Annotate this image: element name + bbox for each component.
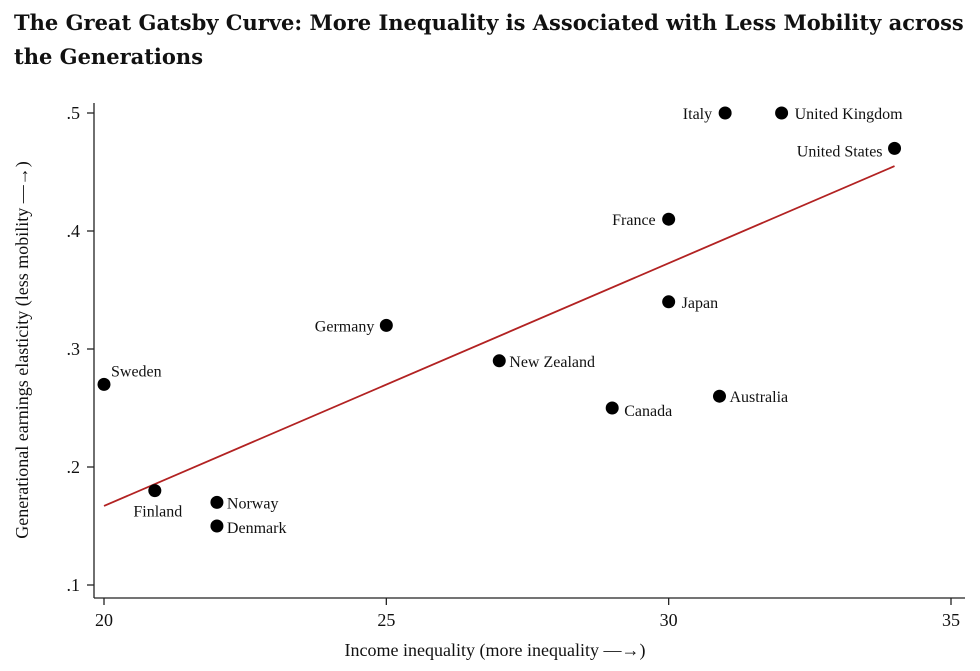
point-label-new-zealand: New Zealand: [509, 354, 595, 371]
point-japan: [662, 295, 676, 309]
x-tick-label: 20: [95, 610, 113, 630]
y-tick-label: .1: [67, 575, 81, 595]
point-finland: [148, 484, 162, 498]
point-label-united-states: United States: [797, 143, 883, 160]
data-points: Italy United Kingdom United States France Ja…: [97, 106, 904, 537]
point-france: [662, 212, 676, 226]
point-germany: [379, 318, 393, 332]
axes: .1 .2 .3 .4 .5 20 25 30 35: [67, 103, 965, 630]
point-italy: [718, 106, 732, 120]
point-label-sweden: Sweden: [111, 363, 162, 380]
point-canada: [605, 401, 619, 415]
trend-line-group: [103, 165, 895, 507]
point-label-australia: Australia: [729, 389, 788, 406]
point-label-denmark: Denmark: [227, 520, 287, 537]
point-denmark: [210, 519, 224, 533]
y-tick-label: .4: [67, 221, 81, 241]
point-label-japan: Japan: [682, 295, 718, 312]
point-united-states: [888, 141, 902, 155]
point-label-norway: Norway: [227, 495, 279, 512]
x-tick-label: 30: [660, 610, 678, 630]
point-united-kingdom: [775, 106, 789, 120]
point-australia: [712, 389, 726, 403]
point-new-zealand: [492, 354, 506, 368]
chart-title: The Great Gatsby Curve: More Inequality …: [14, 10, 964, 69]
point-label-germany: Germany: [315, 318, 375, 335]
y-axis-label: Generational earnings elasticity (less m…: [12, 161, 33, 538]
point-label-italy: Italy: [683, 106, 712, 123]
x-axis-label: Income inequality (more inequality —→): [345, 640, 646, 661]
y-tick-label: .3: [67, 339, 81, 359]
point-label-canada: Canada: [624, 403, 672, 420]
point-norway: [210, 495, 224, 509]
point-label-united-kingdom: United Kingdom: [795, 106, 904, 123]
trend-line: [103, 165, 895, 507]
point-label-finland: Finland: [133, 504, 182, 521]
y-tick-label: .2: [67, 457, 81, 477]
x-tick-label: 35: [942, 610, 960, 630]
y-tick-label: .5: [67, 103, 81, 123]
x-tick-label: 25: [377, 610, 395, 630]
point-sweden: [97, 377, 111, 391]
point-label-france: France: [612, 212, 656, 229]
